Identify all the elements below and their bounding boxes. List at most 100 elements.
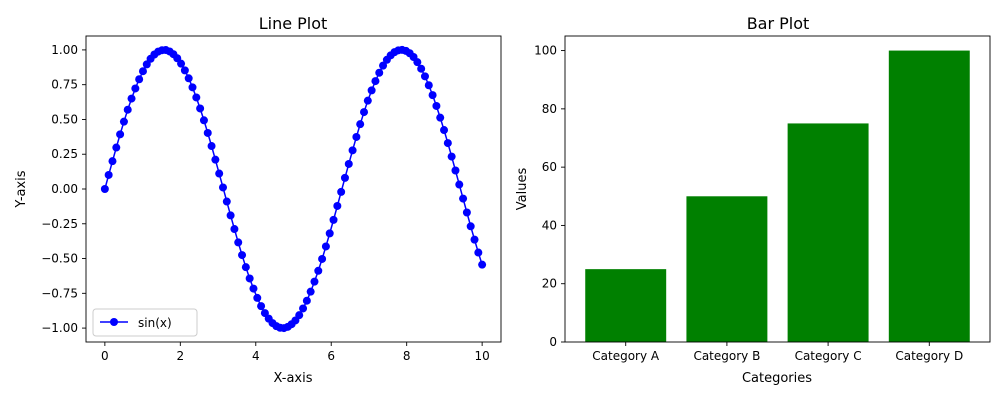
data-point	[314, 266, 323, 275]
x-tick-label: Category A	[592, 349, 660, 363]
line-chart-frame	[85, 35, 502, 343]
data-point	[352, 132, 361, 141]
bar-chart: Bar Plot 0 20 40 60 80 100 Category A Category …	[515, 14, 991, 386]
data-point	[363, 96, 372, 105]
legend-label: sin(x)	[138, 316, 172, 330]
data-point	[348, 146, 357, 155]
data-point	[333, 201, 342, 210]
data-point	[440, 126, 449, 135]
data-point	[375, 68, 384, 77]
sin-series-markers	[100, 45, 487, 333]
data-point	[478, 260, 487, 269]
data-point	[360, 108, 369, 117]
data-point	[135, 75, 144, 84]
data-point	[455, 180, 464, 189]
data-point	[371, 77, 380, 86]
data-point	[245, 274, 254, 283]
data-point	[306, 287, 315, 296]
legend-marker-swatch	[110, 318, 118, 326]
data-point	[131, 84, 140, 93]
bar-chart-xlabel: Categories	[742, 371, 812, 386]
data-point	[100, 185, 109, 193]
data-point	[424, 81, 433, 90]
data-point	[443, 139, 452, 148]
y-tick-label: 0	[549, 335, 557, 349]
bar-chart-frame	[564, 35, 991, 343]
data-point	[325, 229, 334, 238]
x-tick-label: Category B	[693, 349, 760, 363]
y-tick-label: 40	[542, 218, 557, 232]
data-point	[177, 59, 186, 68]
y-tick-label: 60	[542, 160, 557, 174]
data-point	[318, 254, 327, 263]
data-point	[432, 101, 441, 110]
data-point	[241, 263, 250, 272]
legend-box	[92, 308, 198, 337]
data-point	[196, 104, 205, 113]
y-tick-label: 1.00	[51, 43, 78, 57]
y-tick-label: −1.00	[41, 321, 78, 335]
data-point	[180, 66, 189, 75]
sin-series-line	[104, 49, 483, 329]
data-point	[447, 152, 456, 161]
bar	[686, 196, 768, 342]
data-point	[119, 117, 128, 126]
y-tick-label: −0.75	[41, 286, 78, 300]
bars	[585, 50, 970, 343]
line-chart-ylabel: Y-axis	[14, 170, 29, 208]
data-point	[436, 113, 445, 122]
data-point	[420, 72, 429, 81]
data-point	[203, 128, 212, 137]
data-point	[199, 116, 208, 125]
data-point	[138, 67, 147, 76]
data-point	[356, 120, 365, 129]
x-tick-label: 4	[252, 349, 260, 363]
data-point	[238, 251, 247, 260]
x-tick-label: 8	[403, 349, 411, 363]
data-point	[459, 194, 468, 203]
data-point	[379, 61, 388, 70]
y-tick-label: 0.00	[51, 182, 78, 196]
bar-chart-title: Bar Plot	[747, 14, 810, 33]
line-chart-ticks: 0 2 4 6 8 10 −1.00 −0.75 −0.50 −0.25 0.00 0.25 0.50 0…	[41, 43, 490, 363]
line-chart: Line Plot 0 2 4 6 8 10 −1.00 −0.75 −0.50 −0.25 0.0…	[14, 14, 502, 386]
y-tick-label: 20	[542, 277, 557, 291]
data-point	[226, 211, 235, 220]
data-point	[466, 222, 475, 231]
data-point	[192, 93, 201, 102]
y-tick-label: 0.50	[51, 112, 78, 126]
y-tick-label: 0.25	[51, 147, 78, 161]
data-point	[116, 130, 125, 139]
data-point	[329, 215, 338, 224]
data-point	[230, 225, 239, 234]
data-point	[108, 157, 117, 166]
y-tick-label: −0.25	[41, 217, 78, 231]
data-point	[184, 74, 193, 83]
data-point	[127, 94, 136, 103]
data-point	[295, 311, 304, 320]
data-point	[470, 235, 479, 244]
bar-chart-ylabel: Values	[515, 168, 530, 211]
data-point	[337, 187, 346, 196]
y-tick-label: 0.75	[51, 78, 78, 92]
y-tick-label: 100	[534, 44, 557, 58]
data-point	[257, 302, 266, 311]
data-point	[299, 304, 308, 313]
line-chart-legend: sin(x)	[92, 308, 198, 337]
bar	[585, 269, 667, 342]
data-point	[310, 277, 319, 286]
x-tick-label: 10	[474, 349, 489, 363]
data-point	[188, 83, 197, 92]
data-point	[321, 242, 330, 251]
data-point	[340, 173, 349, 182]
data-point	[344, 159, 353, 168]
data-point	[234, 238, 243, 247]
data-point	[211, 155, 220, 164]
data-point	[302, 296, 311, 305]
line-chart-xlabel: X-axis	[274, 371, 313, 386]
x-tick-label: Category C	[795, 349, 862, 363]
y-tick-label: −0.50	[41, 252, 78, 266]
x-tick-label: 0	[101, 349, 109, 363]
data-point	[417, 64, 426, 73]
data-point	[413, 58, 422, 67]
